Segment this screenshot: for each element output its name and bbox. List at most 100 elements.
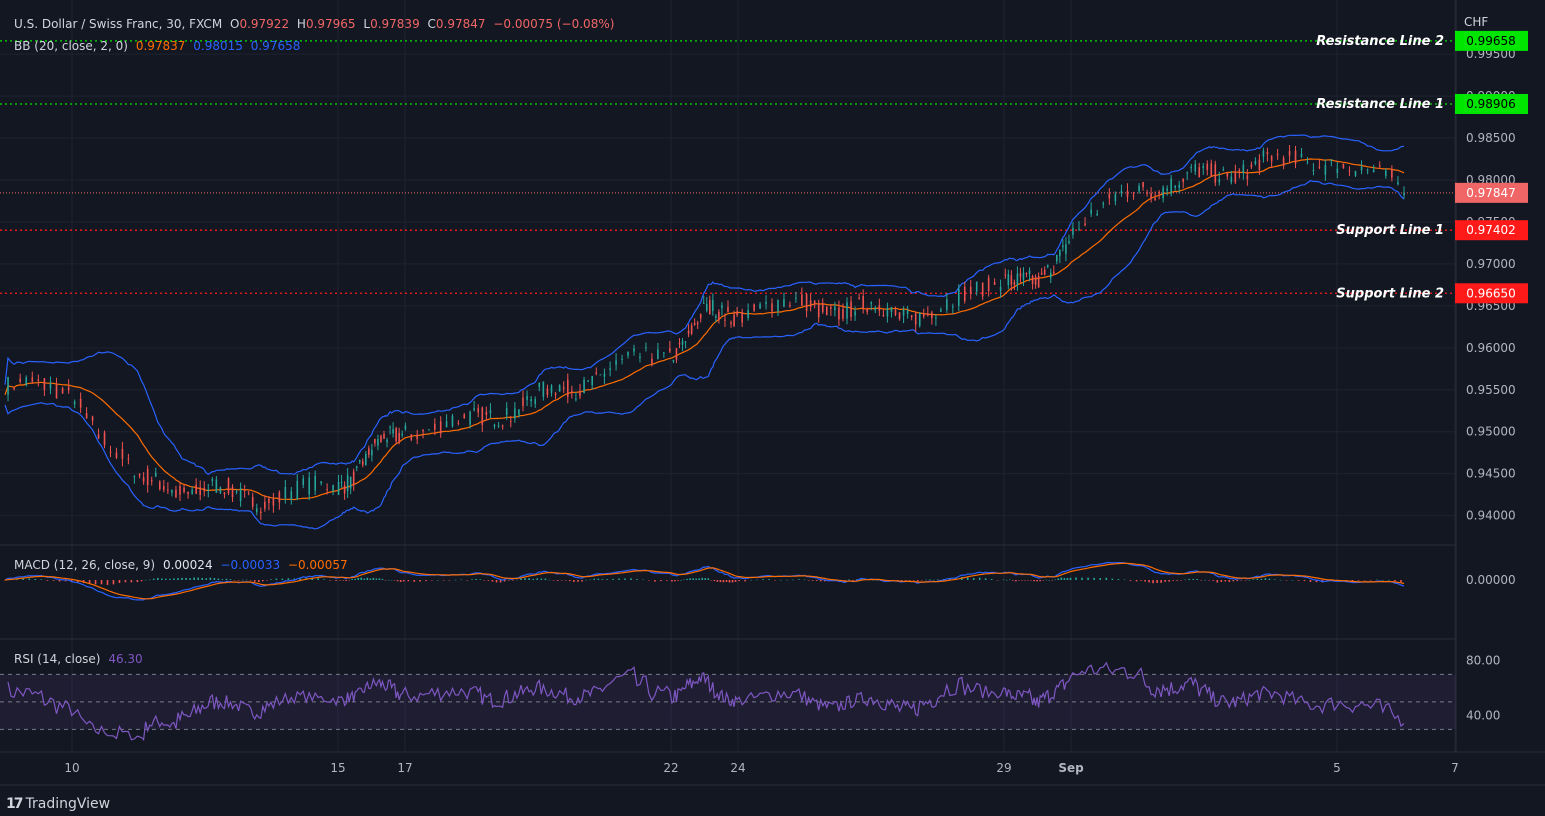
macd-histogram-bar xyxy=(990,579,993,580)
candle-body xyxy=(473,408,475,411)
candle-body xyxy=(138,474,141,476)
candle-body xyxy=(874,307,877,311)
macd-histogram-bar xyxy=(618,578,620,580)
macd-histogram-bar xyxy=(1081,577,1083,580)
macd-histogram-bar xyxy=(193,577,195,580)
macd-histogram-bar xyxy=(1015,580,1017,582)
candle-body xyxy=(1078,228,1080,230)
rsi-value: 46.30 xyxy=(108,652,143,666)
macd-histogram-bar xyxy=(908,580,911,581)
candle-body xyxy=(550,385,553,393)
candle-body xyxy=(268,498,270,503)
macd-histogram-bar xyxy=(1176,580,1178,581)
candle-body xyxy=(1022,272,1025,280)
bb-legend[interactable]: BB (20, close, 2, 0) 0.97837 0.98015 0.9… xyxy=(14,38,304,54)
candle-body xyxy=(1059,249,1061,257)
macd-histogram-bar xyxy=(378,578,381,580)
close-label: C xyxy=(427,17,436,31)
close-value: 0.97847 xyxy=(435,17,486,31)
macd-histogram-bar xyxy=(912,580,915,581)
candle-body xyxy=(1013,281,1016,285)
macd-histogram-bar xyxy=(937,579,939,581)
candle-body xyxy=(1174,185,1176,188)
macd-histogram-bar xyxy=(896,580,899,581)
candle-body xyxy=(211,479,214,482)
candle-body xyxy=(109,451,112,453)
candle-body xyxy=(571,390,573,393)
price-tick-label: 0.95500 xyxy=(1466,383,1516,397)
macd-histogram-bar xyxy=(1117,579,1120,580)
macd-histogram-bar xyxy=(1105,577,1108,580)
macd-histogram-bar xyxy=(1244,580,1247,581)
candle-body xyxy=(133,476,136,478)
candle-body xyxy=(485,411,488,415)
macd-histogram-bar xyxy=(556,580,559,581)
candle-body xyxy=(434,423,436,430)
candle-body xyxy=(987,277,990,292)
candle-body xyxy=(809,300,812,307)
macd-histogram-bar xyxy=(532,578,534,580)
candle-body xyxy=(37,379,40,381)
macd-histogram-bar xyxy=(1188,578,1191,580)
candle-body xyxy=(1004,274,1007,276)
macd-histogram-bar xyxy=(780,579,782,581)
macd-histogram-bar xyxy=(1129,580,1132,581)
macd-histogram-bar xyxy=(237,580,240,581)
macd-histogram-bar xyxy=(1039,580,1041,582)
macd-histogram-bar xyxy=(1204,579,1207,581)
macd-legend[interactable]: MACD (12, 26, close, 9) 0.00024 −0.00033… xyxy=(14,557,352,573)
macd-histogram-bar xyxy=(1196,579,1199,580)
rsi-legend[interactable]: RSI (14, close) 46.30 xyxy=(14,651,147,667)
candle-body xyxy=(1007,274,1010,285)
macd-histogram-bar xyxy=(249,580,252,581)
candle-body xyxy=(398,432,400,443)
macd-histogram-bar xyxy=(589,579,591,581)
candle-body xyxy=(296,480,299,499)
candle-body xyxy=(870,302,873,304)
candle-body xyxy=(1040,272,1043,275)
macd-histogram-bar xyxy=(1381,579,1384,581)
macd-histogram-bar xyxy=(28,578,31,580)
macd-histogram-bar xyxy=(460,579,463,581)
macd-histogram-bar xyxy=(750,579,752,581)
macd-histogram-bar xyxy=(475,578,477,580)
candle-body xyxy=(1138,185,1140,192)
macd-histogram-bar xyxy=(807,580,810,581)
candle-body xyxy=(251,496,254,507)
macd-histogram-bar xyxy=(925,579,927,581)
macd-histogram-bar xyxy=(978,577,981,580)
macd-histogram-bar xyxy=(58,580,61,582)
macd-histogram-bar xyxy=(1060,577,1063,580)
candle-body xyxy=(493,424,496,427)
candle-body xyxy=(813,300,816,305)
macd-histogram-bar xyxy=(1148,580,1150,583)
candle-body xyxy=(733,314,735,327)
open-value: 0.97922 xyxy=(239,17,290,31)
macd-histogram-bar xyxy=(169,578,171,580)
macd-histogram-bar xyxy=(1248,579,1251,581)
candle-body xyxy=(1068,241,1070,244)
candle-body xyxy=(898,312,901,320)
candle-body xyxy=(718,311,720,320)
candle-body xyxy=(308,477,311,495)
candle-body xyxy=(1403,193,1405,196)
candle-body xyxy=(783,299,785,307)
macd-pane: 0.00000 xyxy=(4,561,1516,601)
candle-body xyxy=(358,460,361,462)
candle-body xyxy=(227,478,230,494)
macd-histogram-bar xyxy=(1212,580,1215,581)
candle-body xyxy=(97,434,100,439)
macd-histogram-bar xyxy=(1057,578,1060,580)
candle-body xyxy=(235,491,238,493)
brand-footer[interactable]: 17 TradingView xyxy=(6,796,110,812)
last-price-value: 0.97847 xyxy=(1466,186,1516,200)
candle-body xyxy=(457,422,460,424)
candle-body xyxy=(142,477,145,482)
horizontal-levels xyxy=(0,40,1456,294)
macd-histogram-bar xyxy=(689,578,691,580)
candle-body xyxy=(445,421,448,428)
candle-body xyxy=(699,314,702,319)
candle-body xyxy=(736,311,738,316)
macd-histogram-bar xyxy=(1260,578,1263,580)
